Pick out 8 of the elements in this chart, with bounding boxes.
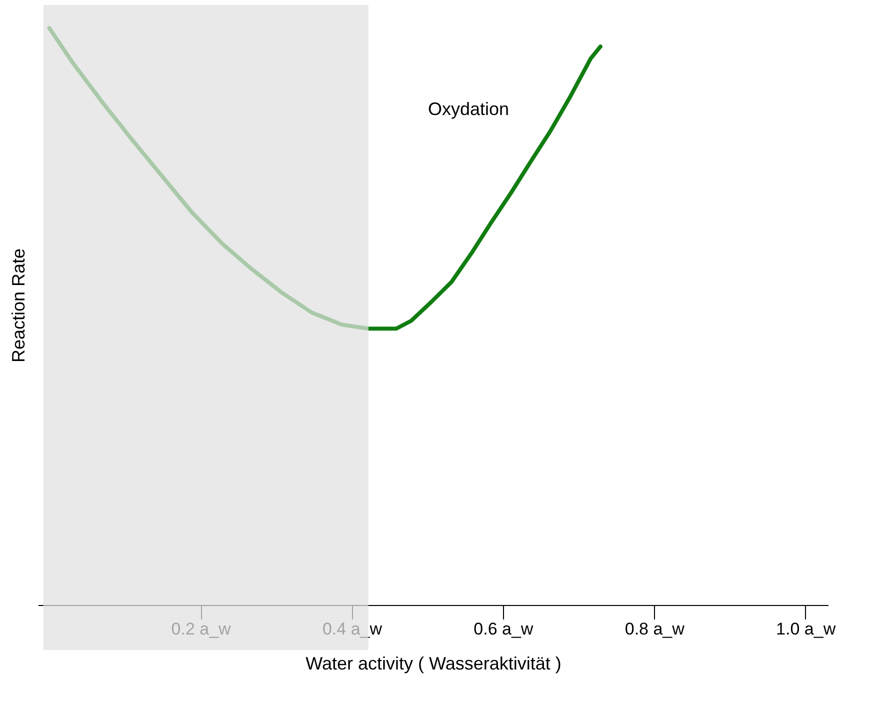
x-tick-label: 0.6 a_w xyxy=(474,620,534,638)
x-tick-label: 0.4 a_w xyxy=(322,620,383,638)
x-tick-label: 0.8 a_w xyxy=(624,620,686,638)
y-axis-title: Reaction Rate xyxy=(8,248,28,363)
x-tick-label: 0.2 a_w xyxy=(171,620,232,638)
x-axis-title: Water activity ( Wasseraktivität ) xyxy=(306,654,562,674)
text: Oxydation xyxy=(428,99,510,119)
x-tick-label: 1.0 a_w xyxy=(776,620,836,638)
